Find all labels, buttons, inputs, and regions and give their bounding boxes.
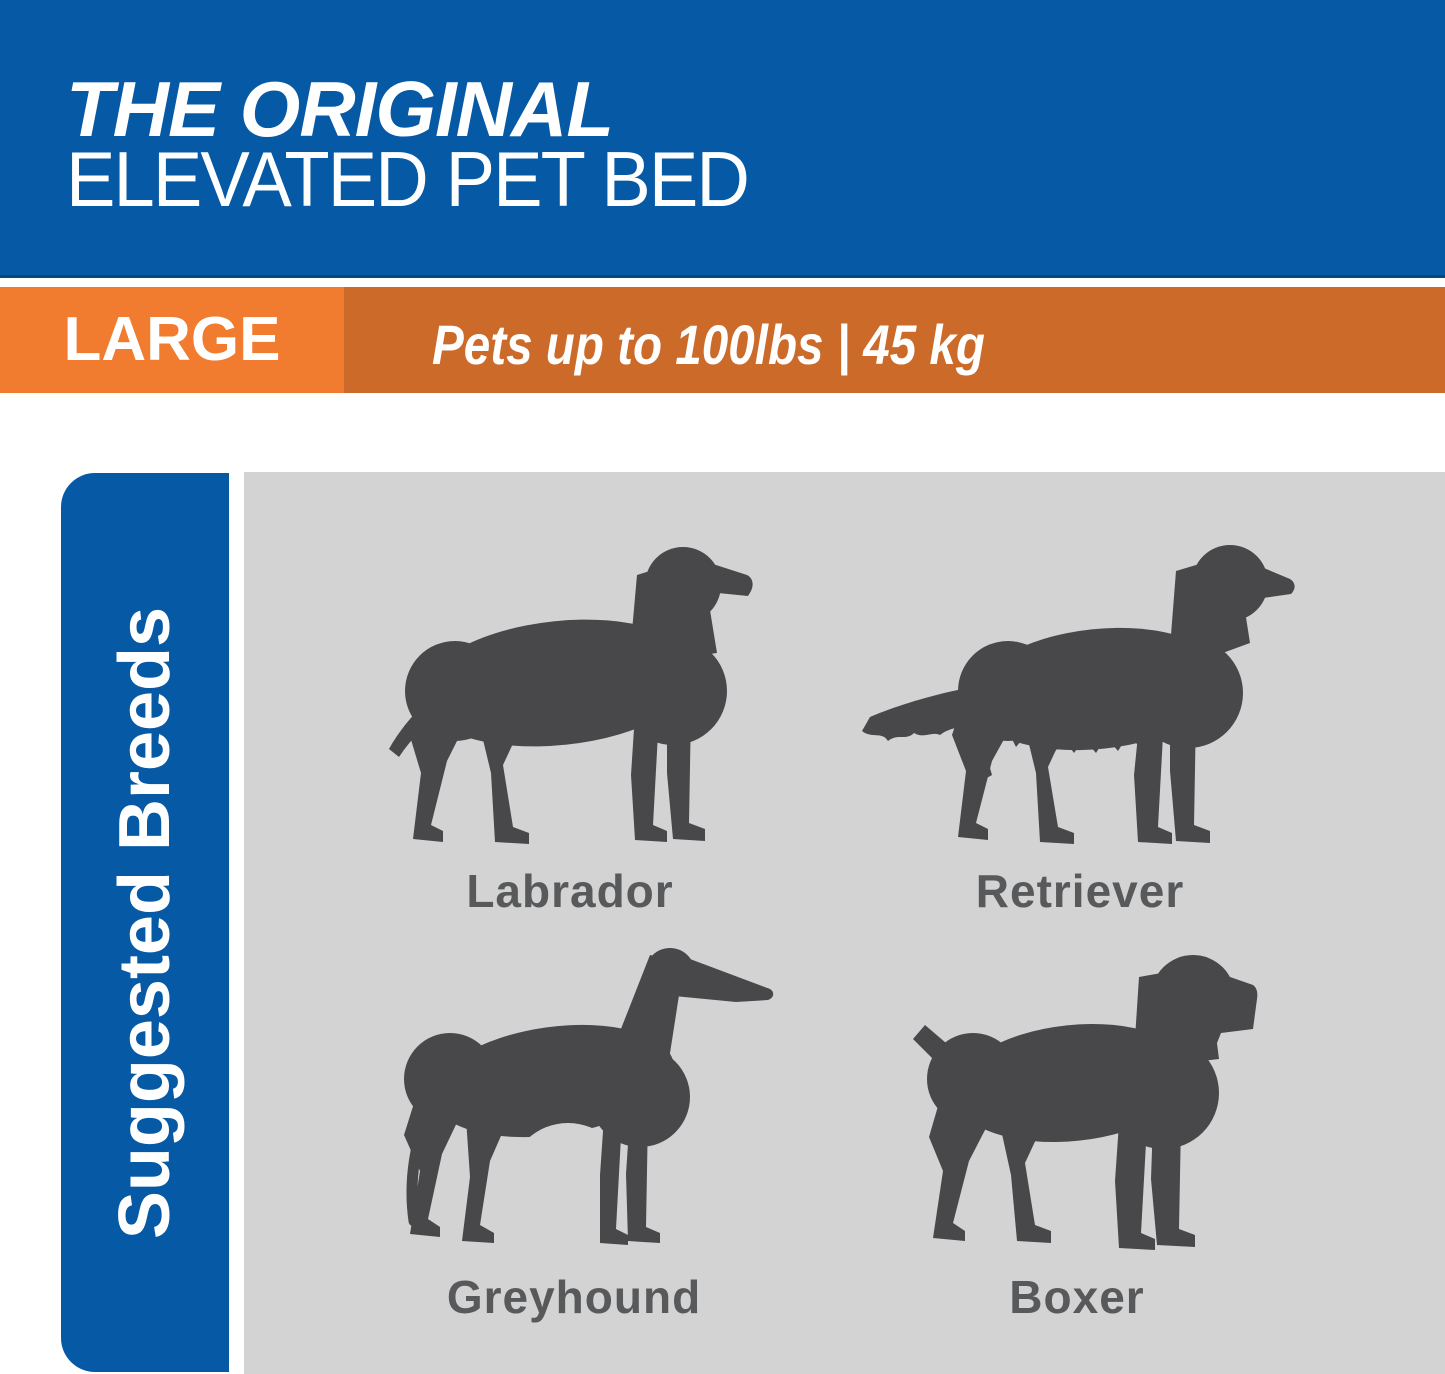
boxer-dog-silhouette-icon <box>913 955 1258 1250</box>
breed-label-greyhound: Greyhound <box>446 1271 702 1323</box>
labrador-dog-silhouette-icon <box>389 547 753 844</box>
capacity-text: Pets up to 100lbs | 45 kg <box>432 313 985 376</box>
header-banner: THE ORIGINAL ELEVATED PET BED <box>0 0 1445 278</box>
size-tab: LARGE <box>0 287 344 393</box>
sidebar-label: Suggested Breeds <box>105 606 185 1239</box>
greyhound-dog-silhouette-icon <box>404 948 774 1245</box>
size-label: LARGE <box>63 305 281 374</box>
size-band: LARGE Pets up to 100lbs | 45 kg <box>0 287 1445 393</box>
title-line1: THE ORIGINAL <box>66 65 614 153</box>
suggested-breeds-sidebar: Suggested Breeds <box>61 473 229 1372</box>
retriever-dog-silhouette-icon <box>862 545 1295 844</box>
breed-label-labrador: Labrador <box>466 865 674 917</box>
title-line2: ELEVATED PET BED <box>66 135 750 223</box>
breeds-panel: Labrador Retriever Greyhound Boxer <box>244 472 1445 1374</box>
breed-label-retriever: Retriever <box>975 865 1185 917</box>
breed-label-boxer: Boxer <box>1009 1271 1145 1323</box>
